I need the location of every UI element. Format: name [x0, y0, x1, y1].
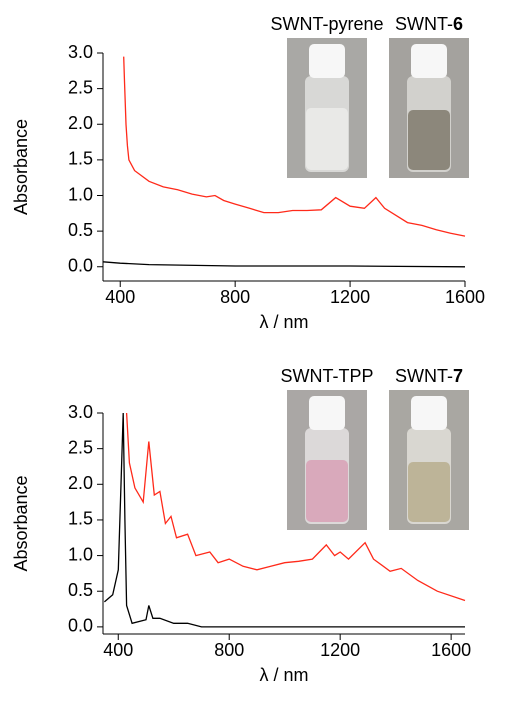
y-tick-label: 2.0 [68, 473, 93, 493]
photo-label: SWNT-TPP [281, 366, 374, 386]
y-axis-label: Absorbance [11, 475, 31, 571]
x-tick-label: 1600 [445, 287, 485, 307]
spectrum-line [103, 412, 465, 628]
y-tick-label: 1.5 [68, 509, 93, 529]
y-axis-label: Absorbance [11, 119, 31, 215]
y-tick-label: 3.0 [68, 42, 93, 62]
vial-photo [287, 390, 367, 530]
y-tick-label: 2.0 [68, 113, 93, 133]
y-tick-label: 2.5 [68, 437, 93, 457]
photo-label-text: SWNT- [395, 14, 453, 34]
photo-label-bold: 6 [453, 14, 463, 34]
photo-label-text: SWNT- [395, 366, 453, 386]
x-tick-label: 1200 [330, 287, 370, 307]
x-tick-label: 400 [105, 287, 135, 307]
spectrum-line [123, 56, 466, 237]
x-tick-label: 1200 [320, 640, 360, 660]
x-axis-label: λ / nm [259, 312, 308, 332]
photo-label-text: SWNT-TPP [281, 366, 374, 386]
photo-label-bold: 7 [453, 366, 463, 386]
y-tick-label: 1.0 [68, 544, 93, 564]
spectrum-line [102, 261, 466, 268]
y-tick-label: 1.0 [68, 184, 93, 204]
vial-photo [287, 38, 367, 178]
y-tick-label: 3.0 [68, 402, 93, 422]
x-tick-label: 800 [220, 287, 250, 307]
vial-photo [389, 390, 469, 530]
y-tick-label: 0.0 [68, 256, 93, 276]
y-tick-label: 0.0 [68, 616, 93, 636]
x-axis-label: λ / nm [259, 665, 308, 685]
photo-label: SWNT-7 [395, 366, 463, 386]
y-tick-label: 1.5 [68, 149, 93, 169]
vial-photo [389, 38, 469, 178]
photo-label: SWNT-pyrene [270, 14, 383, 34]
spectrum-line [125, 412, 466, 602]
x-tick-label: 400 [103, 640, 133, 660]
y-tick-label: 2.5 [68, 77, 93, 97]
photo-label: SWNT-6 [395, 14, 463, 34]
y-tick-label: 0.5 [68, 580, 93, 600]
photo-label-text: SWNT-pyrene [270, 14, 383, 34]
x-tick-label: 1600 [431, 640, 471, 660]
y-tick-label: 0.5 [68, 220, 93, 240]
x-tick-label: 800 [214, 640, 244, 660]
